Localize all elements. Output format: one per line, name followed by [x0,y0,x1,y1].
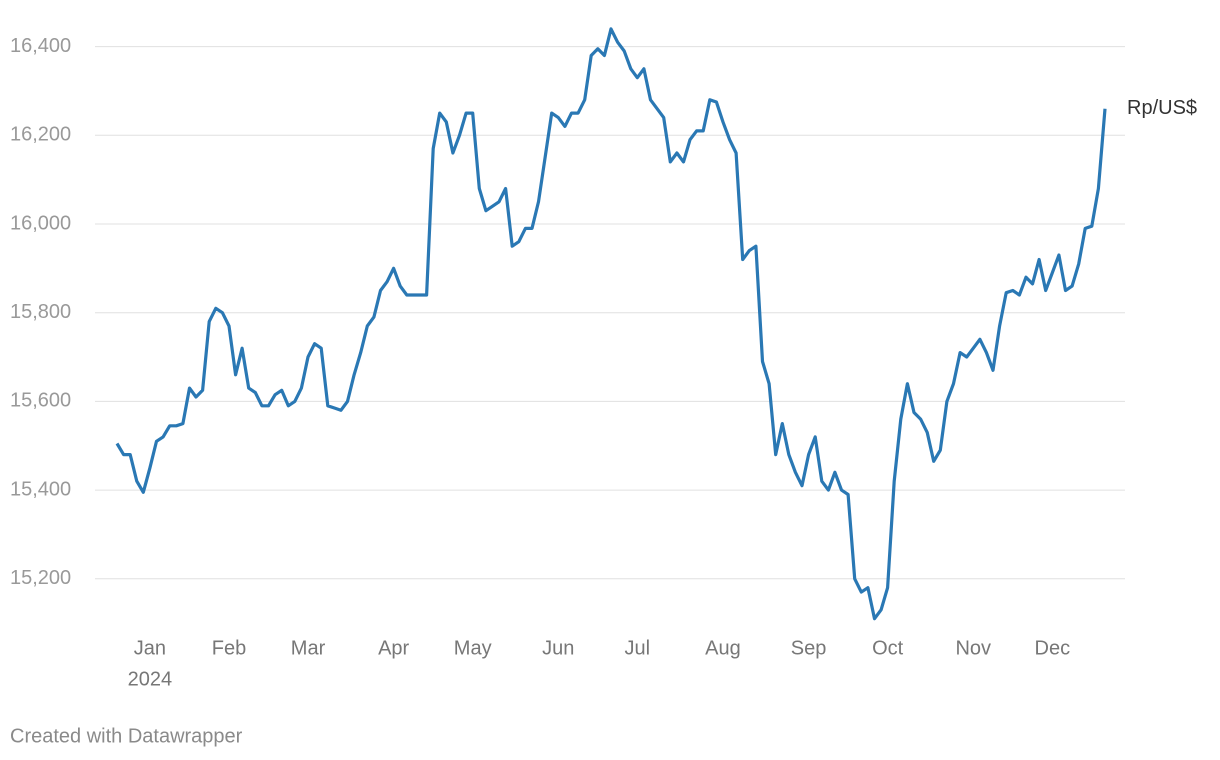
x-tick-label: Sep [791,637,827,659]
x-tick-label: May [454,637,492,659]
x-tick-label: Jun [542,637,574,659]
y-tick-label: 16,400 [10,35,71,57]
y-tick-label: 15,200 [10,567,71,589]
y-tick-label: 15,400 [10,478,71,500]
x-tick-label: Nov [955,637,991,659]
y-tick-label: 15,800 [10,301,71,323]
y-tick-label: 16,200 [10,124,71,146]
x-year-label: 2024 [128,668,173,690]
x-tick-label: Aug [705,637,741,659]
y-tick-label: 15,600 [10,390,71,412]
x-tick-label: Apr [378,637,409,659]
x-tick-label: Jul [625,637,651,659]
series-label: Rp/US$ [1127,97,1197,119]
x-tick-label: Dec [1035,637,1071,659]
x-tick-label: Feb [212,637,246,659]
data-line [115,27,1107,621]
x-tick-label: Mar [291,637,326,659]
footer: Created with Datawrapper [10,725,243,747]
x-tick-label: Jan [134,637,166,659]
x-tick-label: Oct [872,637,904,659]
y-tick-label: 16,000 [10,212,71,234]
